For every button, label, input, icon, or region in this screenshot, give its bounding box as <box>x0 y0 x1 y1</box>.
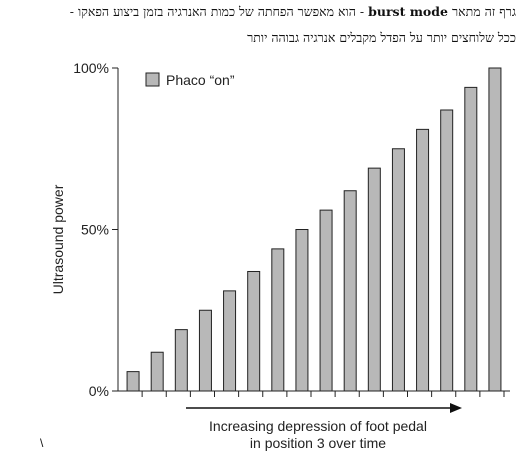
caption-line-2: ככל שלוחצים יותר על הפדל מקבלים אנרגיה ג… <box>247 30 516 45</box>
chart-labels: 100% 50% 0% Phaco “on” Ultrasound power Incre… <box>50 60 427 451</box>
bar <box>295 229 309 392</box>
x-axis-label-line: Increasing depression of foot pedal <box>209 418 427 434</box>
legend-label: Phaco “on” <box>166 72 235 88</box>
bar <box>343 190 357 392</box>
bar <box>247 270 261 392</box>
bar <box>150 351 164 392</box>
bar <box>174 329 188 392</box>
bar <box>271 248 285 392</box>
legend-swatch <box>145 72 160 87</box>
bar <box>440 109 454 392</box>
y-tick-label: 0% <box>89 383 109 399</box>
bar <box>319 209 333 392</box>
bar <box>391 148 405 392</box>
y-tick-label: 50% <box>81 222 109 238</box>
caption-line-1-prefix: גרף זה מתאר <box>451 4 516 19</box>
y-tick-label: 100% <box>73 60 109 76</box>
bar <box>464 86 478 392</box>
caption-line-1: גרף זה מתאר burst mode - הוא מאפשר הפחתה… <box>4 4 516 20</box>
caption-line-1-suffix: - הוא מאפשר הפחתה של כמות האנרגיה בזמן ב… <box>69 4 365 19</box>
bar <box>416 128 430 392</box>
x-direction-arrow-head <box>450 403 462 413</box>
caption-burst-mode-term: burst mode <box>368 4 448 19</box>
bar <box>223 290 237 392</box>
bar <box>126 371 140 392</box>
chart-bars <box>126 67 502 392</box>
x-axis-label-line: in position 3 over time <box>250 435 386 451</box>
y-axis-label: Ultrasound power <box>50 184 66 294</box>
bar <box>198 309 212 392</box>
bar <box>367 167 381 392</box>
stray-mark: \ <box>40 436 44 450</box>
bar <box>488 67 502 392</box>
